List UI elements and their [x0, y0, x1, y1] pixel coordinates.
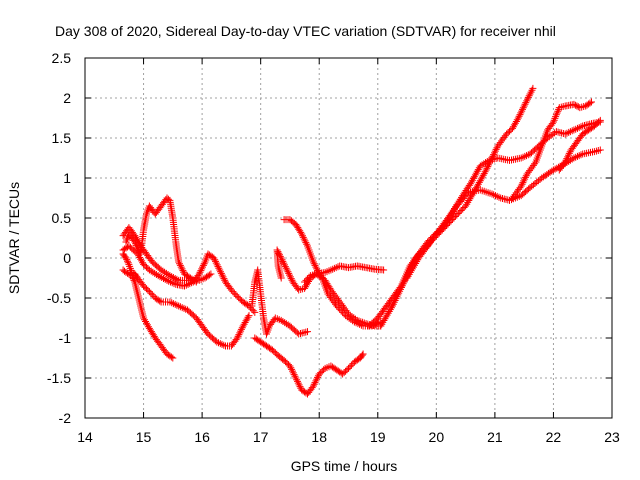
x-tick-label: 14 — [77, 429, 93, 445]
series-markers — [122, 194, 200, 286]
x-tick-label: 23 — [604, 429, 620, 445]
x-tick-label: 20 — [429, 429, 445, 445]
y-tick-label: 0.5 — [52, 210, 72, 226]
series-markers — [403, 84, 537, 282]
y-tick-label: 0 — [63, 250, 71, 266]
axis-ticks: 14 15 16 17 18 19 20 21 22 23 2.5 2 1.5 1 0.5 0 -0.5 -1 -1… — [47, 50, 620, 445]
x-axis-label: GPS time / hours — [291, 458, 398, 474]
x-tick-label: 18 — [311, 429, 327, 445]
y-tick-label: 1.5 — [52, 130, 72, 146]
series-arc-3 — [122, 194, 200, 286]
series-arc-15 — [555, 116, 604, 174]
y-axis-label: SDTVAR / TECUs — [6, 182, 22, 294]
chart-title: Day 308 of 2020, Sidereal Day-to-day VTE… — [55, 23, 556, 39]
x-tick-label: 15 — [136, 429, 152, 445]
x-tick-label: 21 — [487, 429, 503, 445]
x-tick-label: 16 — [194, 429, 210, 445]
data-series — [119, 84, 604, 398]
y-tick-label: -1 — [59, 330, 72, 346]
series-markers — [119, 242, 259, 316]
series-arc-6 — [248, 266, 311, 338]
series-markers — [280, 216, 385, 330]
series-arc-2 — [119, 242, 259, 316]
y-tick-label: 2.5 — [52, 50, 72, 66]
series-arc-5 — [119, 266, 177, 362]
series-arc-7 — [251, 334, 367, 398]
series-arc-1 — [119, 224, 215, 284]
y-tick-label: -1.5 — [47, 370, 71, 386]
series-markers — [555, 116, 604, 174]
x-tick-label: 17 — [253, 429, 269, 445]
series-arc-14 — [509, 98, 595, 202]
series-arc-10 — [301, 262, 388, 286]
y-tick-label: -2 — [59, 410, 72, 426]
series-markers — [119, 266, 177, 362]
x-tick-label: 19 — [370, 429, 386, 445]
series-markers — [119, 250, 253, 350]
series-arc-4 — [119, 250, 253, 350]
y-tick-label: -0.5 — [47, 290, 71, 306]
series-arc-13 — [403, 84, 537, 282]
y-tick-label: 1 — [63, 170, 71, 186]
grid-lines — [85, 58, 612, 418]
series-markers — [251, 334, 367, 398]
plot-frame — [84, 57, 613, 419]
series-markers — [119, 224, 215, 284]
y-tick-label: 2 — [63, 90, 71, 106]
series-markers — [509, 98, 595, 202]
x-tick-label: 22 — [546, 429, 562, 445]
series-arc-9 — [280, 216, 385, 330]
series-markers — [301, 262, 388, 286]
series-markers — [248, 266, 311, 338]
